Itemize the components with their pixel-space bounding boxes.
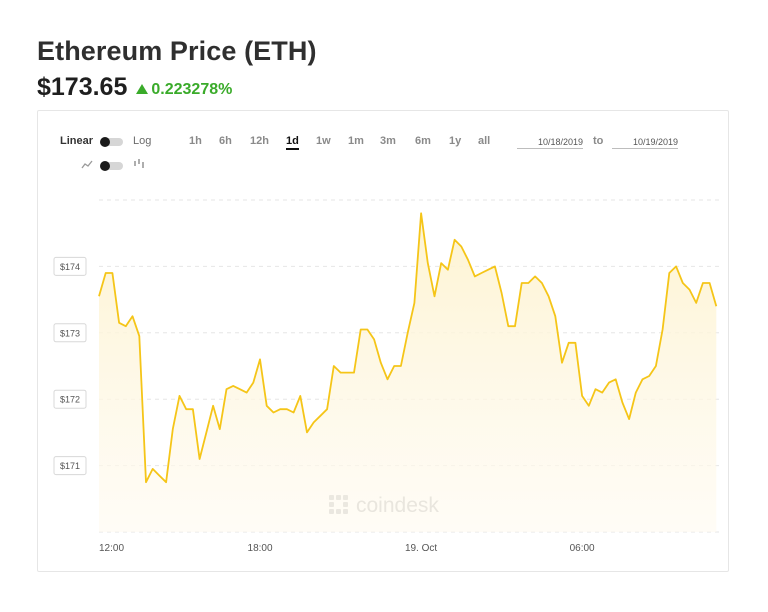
range-1d[interactable]: 1d — [286, 135, 299, 150]
log-label: Log — [133, 135, 152, 147]
range-1y[interactable]: 1y — [449, 135, 462, 147]
range-1w[interactable]: 1w — [316, 135, 331, 147]
line-chart-icon — [81, 160, 93, 169]
y-tick-box — [53, 323, 87, 343]
to-label: to — [593, 135, 604, 147]
date-to-input[interactable]: 10/19/2019 — [612, 137, 678, 149]
price-change: 0.223278% — [136, 81, 232, 99]
price-line[interactable] — [98, 212, 718, 484]
date-from-input[interactable]: 10/18/2019 — [517, 137, 583, 149]
current-price: $173.65 — [37, 73, 128, 101]
y-tick-box — [53, 389, 87, 409]
range-6h[interactable]: 6h — [219, 135, 232, 147]
y-tick-box — [53, 256, 87, 276]
arrow-up-icon — [136, 84, 149, 94]
y-tick-label: $174 — [53, 256, 87, 276]
scale-toggle[interactable] — [100, 137, 123, 147]
y-tick-label: $172 — [53, 389, 87, 409]
chart-type-toggle[interactable] — [100, 161, 123, 171]
x-tick-label: 06:00 — [570, 543, 595, 554]
chart-type-toggle-knob — [100, 161, 110, 171]
price-row: $173.65 0.223278% — [37, 73, 232, 102]
range-1m[interactable]: 1m — [348, 135, 364, 147]
x-tick-label: 18:00 — [248, 543, 273, 554]
range-3m[interactable]: 3m — [380, 135, 396, 147]
scale-toggle-knob — [100, 137, 110, 147]
price-area-fill — [99, 213, 717, 533]
y-tick-label: $173 — [53, 323, 87, 343]
y-tick-box — [53, 456, 87, 476]
chart-card — [37, 110, 729, 572]
y-tick-text: $174 — [60, 262, 80, 272]
y-tick-text: $171 — [60, 461, 80, 471]
x-tick-label: 12:00 — [99, 543, 124, 554]
linear-label: Linear — [60, 135, 94, 147]
bar-chart-icon — [134, 159, 144, 168]
range-6m[interactable]: 6m — [415, 135, 431, 147]
price-change-value: 0.223278% — [151, 81, 233, 98]
y-tick-text: $173 — [60, 328, 80, 338]
range-1h[interactable]: 1h — [189, 135, 202, 147]
y-tick-text: $172 — [60, 395, 80, 405]
x-tick-label: 19. Oct — [405, 543, 437, 554]
page-title: Ethereum Price (ETH) — [37, 36, 317, 66]
range-all[interactable]: all — [478, 135, 491, 147]
y-tick-label: $171 — [53, 456, 87, 476]
range-12h[interactable]: 12h — [250, 135, 269, 147]
